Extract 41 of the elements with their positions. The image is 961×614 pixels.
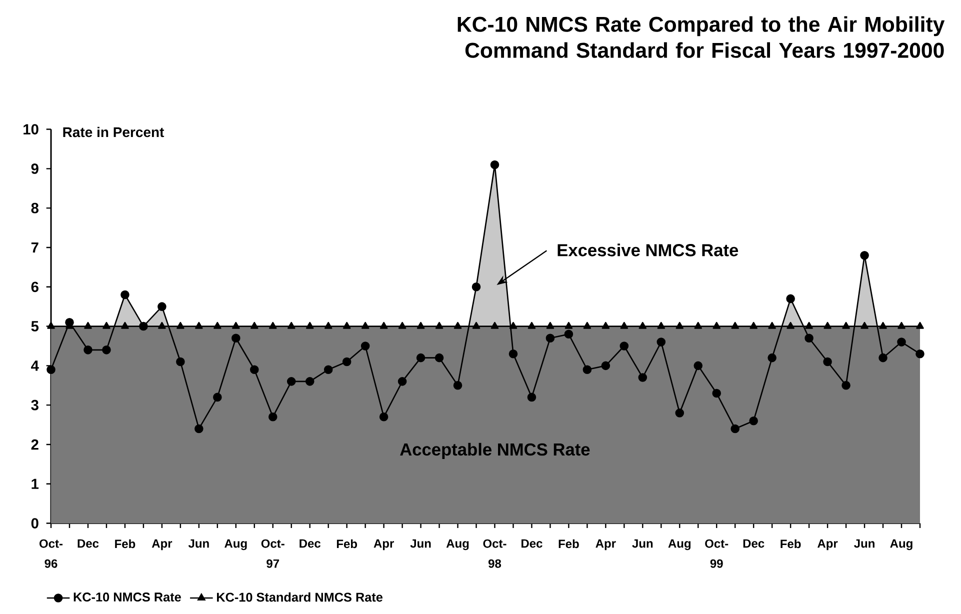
x-tick-label: Apr [818,539,838,550]
x-tick-label: Apr [152,539,172,550]
x-tick-label: Dec [743,539,764,548]
x-tick-label: Feb [115,539,136,548]
x-tick-label: Oct-98 [483,539,506,568]
x-tick-label: Oct-99 [705,539,728,568]
chart-title: KC-10 NMCS Rate Compared to the Air Mobility Command Standard for Fiscal Years 1997-2000 [458,16,945,58]
y-tick-label: 5 [31,321,39,332]
y-tick-label: 1 [32,478,39,489]
y-axis-title: Rate in Percent [63,126,164,138]
x-tick-label: Dec [78,539,99,548]
x-tick-label: Aug [446,539,469,550]
x-tick-label: Dec [300,539,320,548]
y-tick-label: 9 [31,164,38,174]
annotation: Acceptable NMCS Rate [400,442,590,460]
y-tick-label: 8 [31,202,39,214]
y-tick-label: 10 [24,124,38,134]
x-tick-label: Jun [854,539,874,548]
x-tick-label: Feb [558,539,579,548]
y-tick-label: 3 [31,400,38,410]
y-tick-label: 6 [31,282,38,292]
x-tick-label: Aug [890,539,912,550]
x-tick-label: Aug [224,539,247,550]
x-tick-label: Aug [668,539,690,550]
legend-label: KC-10 Standard NMCS Rate [217,592,382,602]
x-tick-label: Dec [522,539,542,548]
x-tick-label: Oct-96 [40,539,63,568]
x-tick-label: Jun [188,539,209,548]
x-tick-label: Feb [780,539,801,548]
x-tick-label: Apr [596,539,616,550]
y-tick-label: 7 [31,242,38,253]
x-tick-label: Oct-97 [261,539,284,568]
y-tick-label: 2 [31,439,38,450]
y-tick-label: 4 [31,360,39,371]
legend-label: KC-10 NMCS Rate [74,592,181,602]
x-tick-label: Feb [336,539,358,548]
x-tick-label: Jun [632,539,653,548]
y-tick-label: 0 [31,518,38,528]
annotation: Excessive NMCS Rate [558,244,738,256]
x-tick-label: Apr [374,539,394,550]
x-tick-label: Jun [410,539,431,548]
